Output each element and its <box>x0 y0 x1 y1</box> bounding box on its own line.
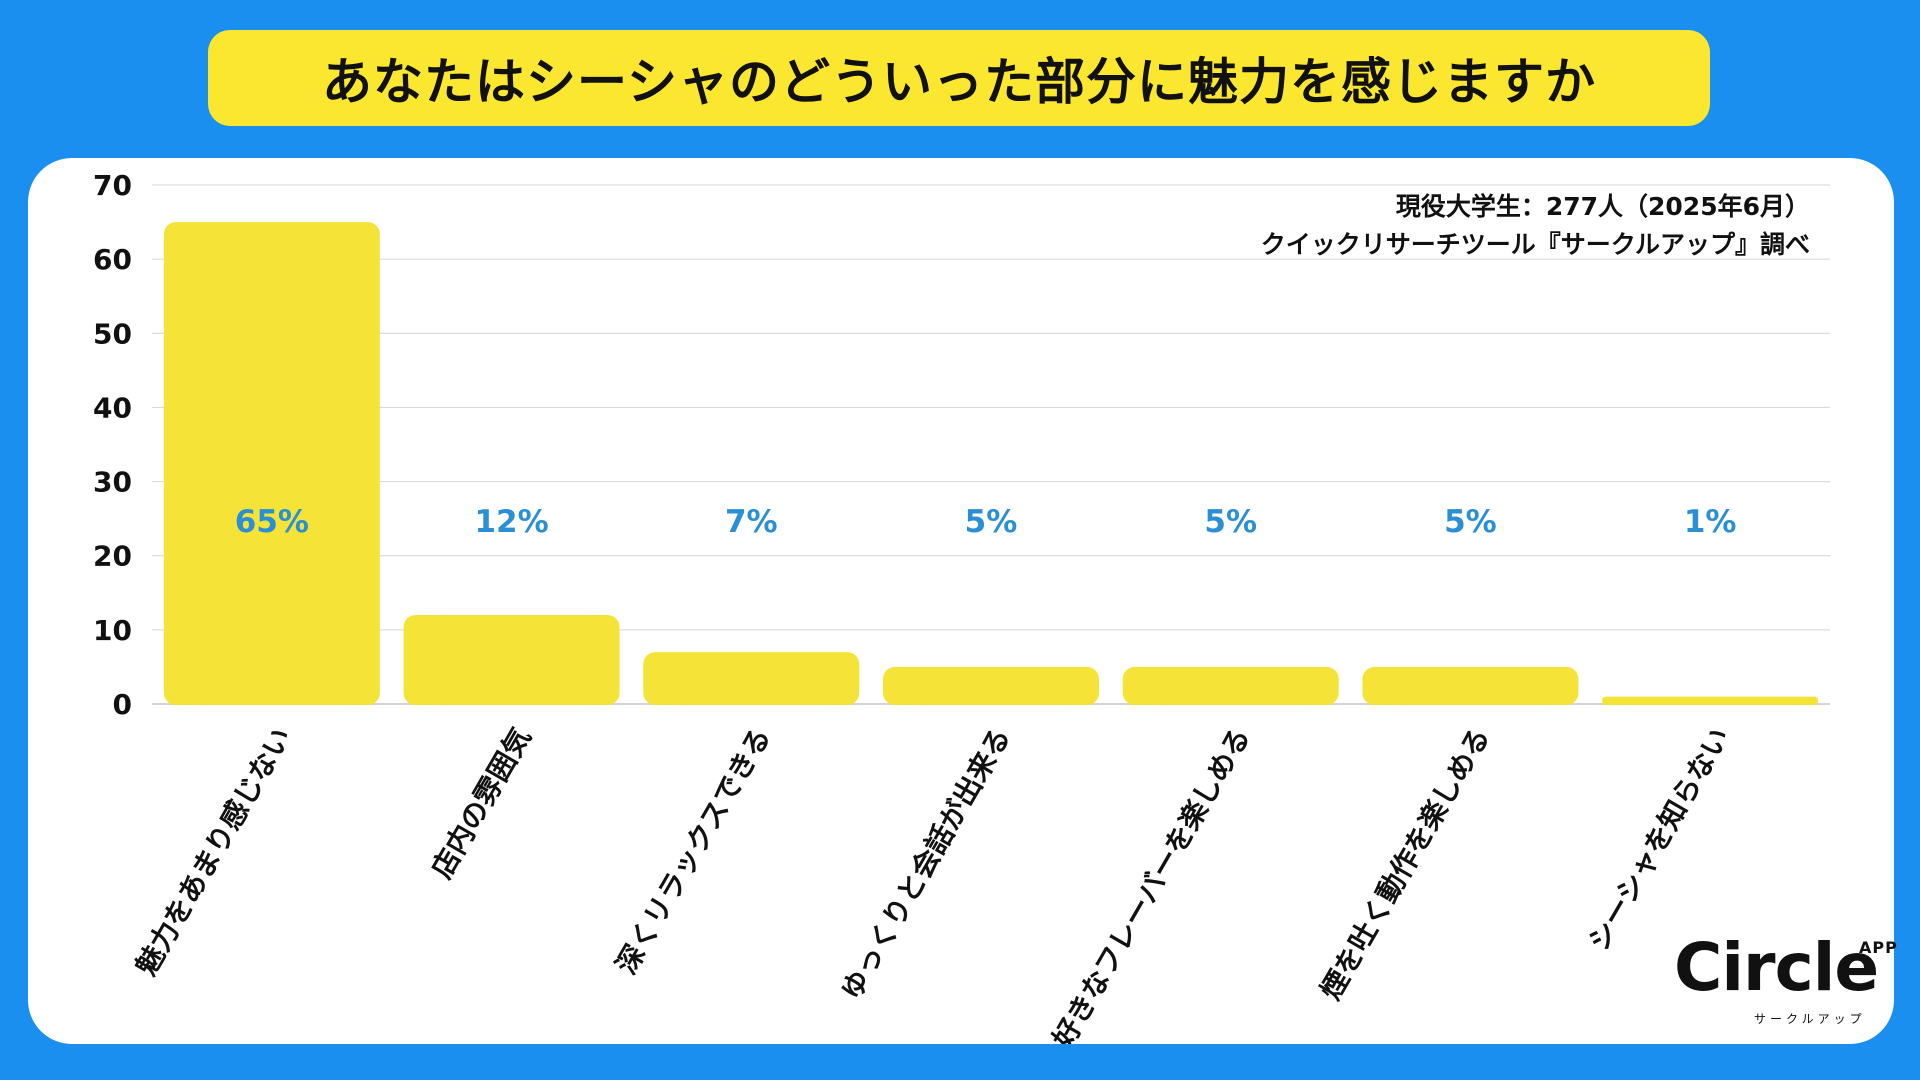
bar <box>403 615 620 705</box>
logo-wordmark: Circle <box>1674 929 1879 1006</box>
bar <box>163 222 380 706</box>
chart-card: 0 10 20 30 40 50 60 70 65% 魅力をあまり感じない 12% 店内の雰囲気 7% 深… <box>28 158 1897 1044</box>
circle-app-logo: Circle APP サークルアップ <box>1674 930 1904 1030</box>
category-label: 店内の雰囲気 <box>425 722 538 884</box>
data-label: 1% <box>1684 504 1737 540</box>
y-tick-label: 50 <box>93 317 132 350</box>
source-line-1: 現役大学生：277人（2025年6月） <box>1395 192 1810 221</box>
title-banner: あなたはシーシャのどういった部分に魅力を感じますか <box>208 30 1710 126</box>
bar-chart: 0 10 20 30 40 50 60 70 65% 魅力をあまり感じない 12% 店内の雰囲気 7% 深… <box>93 169 1830 1044</box>
bar <box>1122 666 1339 705</box>
y-tick-label: 10 <box>93 614 132 647</box>
category-label: ゆっくりと会話が出来る <box>834 722 1017 1005</box>
logo-app-tag: APP <box>1859 938 1898 957</box>
y-tick-label: 0 <box>113 688 132 721</box>
category-label: シーシャを知らない <box>1582 722 1736 956</box>
source-line-2: クイックリサーチツール『サークルアップ』調べ <box>1260 230 1810 259</box>
logo-subtitle: サークルアップ <box>1754 1012 1866 1026</box>
bar <box>883 666 1099 705</box>
bar <box>1362 666 1579 705</box>
category-label: 魅力をあまり感じない <box>129 722 298 981</box>
bar <box>1602 696 1819 705</box>
category-label: 好きなフレーバーを楽しめる <box>1046 722 1257 1044</box>
data-label: 7% <box>725 504 778 540</box>
category-label: 煙を吐く動作を楽しめる <box>1314 722 1497 1005</box>
data-label: 5% <box>1204 504 1257 540</box>
y-tick-label: 70 <box>93 169 132 202</box>
data-label: 5% <box>965 504 1018 540</box>
y-tick-label: 40 <box>93 391 132 424</box>
y-tick-label: 30 <box>93 466 132 499</box>
y-tick-label: 20 <box>93 540 132 573</box>
data-label: 65% <box>235 504 309 540</box>
source-note: 現役大学生：277人（2025年6月） クイックリサーチツール『サークルアップ』… <box>1261 188 1810 264</box>
chart-title: あなたはシーシャのどういった部分に魅力を感じますか <box>322 53 1596 111</box>
bar <box>643 652 860 705</box>
data-label: 12% <box>474 504 548 540</box>
y-tick-label: 60 <box>93 243 132 276</box>
category-label: 深くリラックスできる <box>609 722 777 980</box>
data-label: 5% <box>1444 504 1497 540</box>
